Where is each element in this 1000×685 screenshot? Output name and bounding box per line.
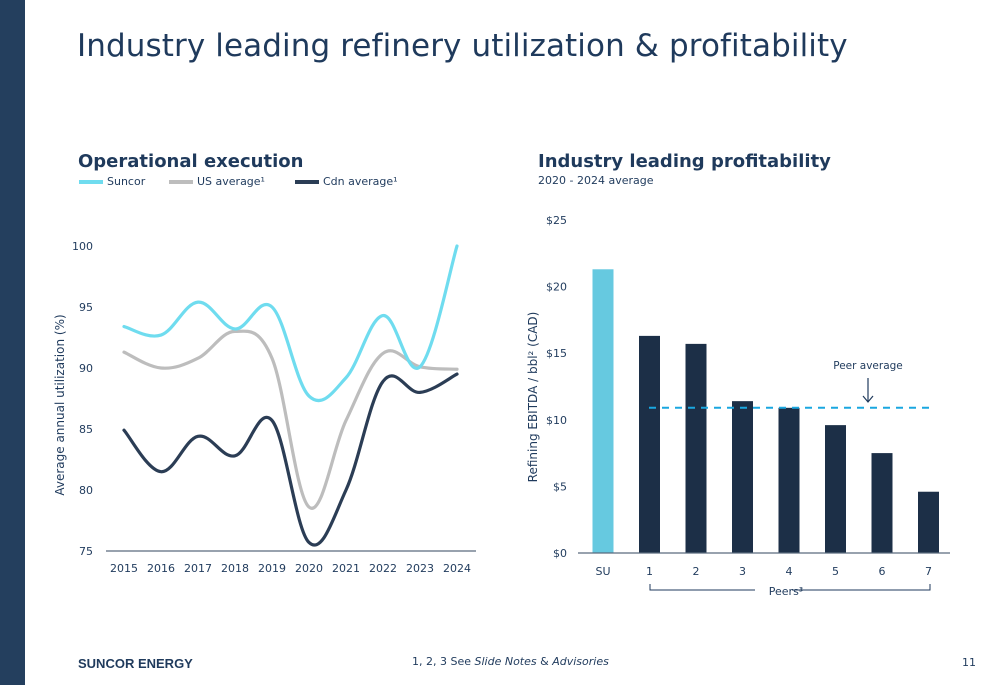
line-x-tick-label: 2024 [443, 562, 471, 575]
bar-chart-title: Industry leading profitability [538, 151, 831, 172]
legend-label-cdn-average: Cdn average¹ [323, 175, 398, 188]
line-y-tick-label: 95 [79, 301, 93, 314]
line-x-tick-label: 2016 [147, 562, 175, 575]
line-x-tick-label: 2018 [221, 562, 249, 575]
bar-y-tick-label: $15 [546, 347, 567, 360]
bar-x-tick-label: 7 [925, 565, 932, 578]
bar-x-tick-label: SU [595, 565, 610, 578]
slide-title: Industry leading refinery utilization & … [77, 28, 848, 64]
line-x-tick-label: 2020 [295, 562, 323, 575]
bar-x-tick-label: 2 [693, 565, 700, 578]
bar-x-tick-label: 1 [646, 565, 653, 578]
peers-label: Peers³ [769, 585, 803, 598]
footer-note-prefix: 1, 2, 3 See [412, 655, 475, 668]
advisories-link[interactable]: Advisories [552, 655, 609, 668]
bar-x-tick-label: 5 [832, 565, 839, 578]
peer-average-arrow-icon [862, 378, 874, 403]
legend-label-us-average: US average¹ [197, 175, 265, 188]
bar-x-tick-label: 4 [786, 565, 793, 578]
bar-peer-1 [639, 335, 660, 553]
slide-notes-link[interactable]: Slide Notes [474, 655, 537, 668]
legend-swatch-cdn-average [295, 179, 319, 184]
line-x-tick-label: 2017 [184, 562, 212, 575]
bar-peer-3 [732, 401, 753, 553]
bar-x-tick-label: 6 [879, 565, 886, 578]
line-y-tick-label: 85 [79, 423, 93, 436]
line-y-tick-label: 90 [79, 362, 93, 375]
peer-average-label: Peer average [833, 360, 903, 372]
line-x-tick-label: 2023 [406, 562, 434, 575]
line-x-tick-label: 2022 [369, 562, 397, 575]
bar-peer-6 [871, 453, 893, 553]
footer-brand: SUNCOR ENERGY [78, 656, 193, 671]
legend-item-cdn-average: Cdn average¹ [295, 175, 398, 188]
bar-peer-4 [778, 407, 800, 553]
bar-suncor [592, 269, 614, 553]
bar-peer-5 [825, 425, 846, 553]
line-y-tick-label: 100 [72, 240, 93, 253]
line-chart-title: Operational execution [78, 151, 304, 172]
legend-item-suncor: Suncor [79, 175, 145, 188]
line-x-tick-label: 2015 [110, 562, 138, 575]
line-chart: Average annual utilization (%) 75 80 85 90 9… [53, 240, 476, 575]
bar-y-tick-label: $10 [546, 414, 567, 427]
legend-swatch-suncor [79, 179, 103, 184]
bar-peer-2 [685, 343, 707, 553]
legend-swatch-us-average [169, 179, 193, 184]
bar-chart: Refining EBITDA / bbl² (CAD) $0 $5 $10 $15 $… [526, 214, 950, 598]
legend-item-us-average: US average¹ [169, 175, 265, 188]
line-x-tick-label: 2021 [332, 562, 360, 575]
bar-y-tick-label: $0 [553, 547, 567, 560]
line-y-tick-label: 75 [79, 545, 93, 558]
footer-note-amp: & [536, 655, 553, 668]
line-x-tick-label: 2019 [258, 562, 286, 575]
line-y-tick-label: 80 [79, 484, 93, 497]
legend-label-suncor: Suncor [107, 175, 146, 188]
page-number: 11 [962, 656, 976, 669]
peers-bracket [649, 584, 931, 591]
footer-note: 1, 2, 3 See Slide Notes & Advisories [412, 655, 609, 668]
bar-chart-y-axis-label: Refining EBITDA / bbl² (CAD) [526, 312, 540, 483]
bar-y-tick-label: $25 [546, 214, 567, 227]
bar-chart-subtitle: 2020 - 2024 average [538, 174, 654, 187]
bar-x-tick-label: 3 [739, 565, 746, 578]
line-chart-y-axis-label: Average annual utilization (%) [53, 314, 67, 495]
bar-y-tick-label: $5 [553, 480, 567, 493]
sidebar-accent-bar [0, 0, 25, 685]
cdn-average-line [122, 372, 459, 547]
us-average-line [122, 329, 459, 510]
suncor-line [122, 244, 459, 403]
bar-peer-7 [918, 491, 939, 553]
bar-y-tick-label: $20 [546, 281, 567, 294]
